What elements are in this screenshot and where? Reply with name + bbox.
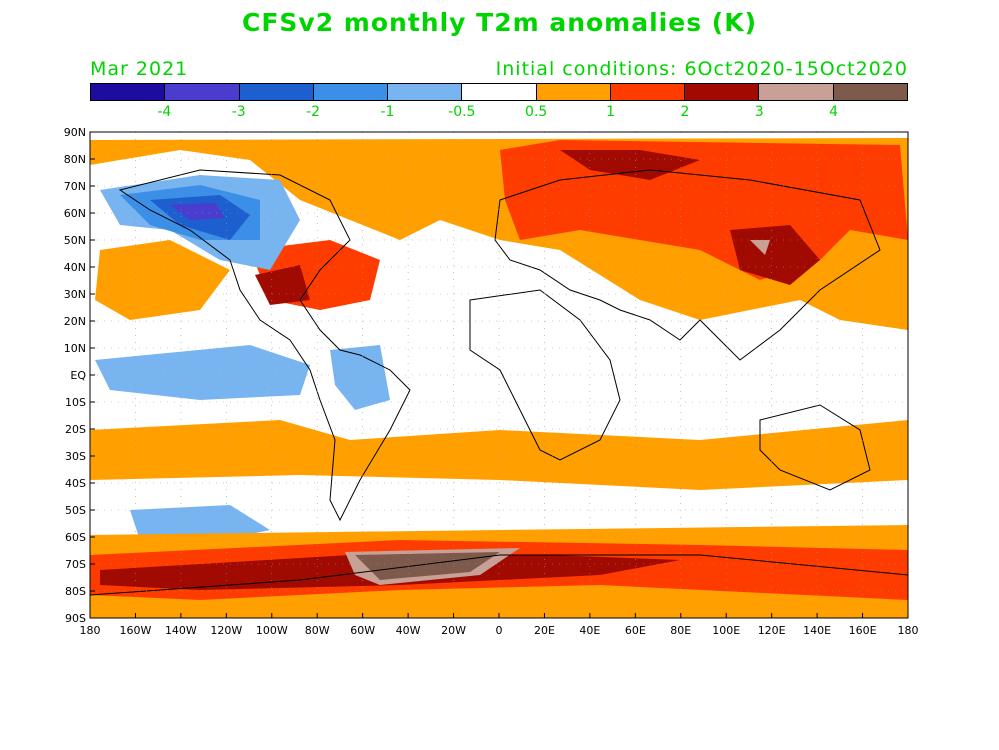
longitude-axis: 180 160W 140W 120W 100W 80W 60W 40W 20W 0 20E 40E 60…	[80, 613, 919, 637]
longitude-tick-label: 80W	[305, 624, 330, 637]
longitude-tick-label: 180	[898, 624, 919, 637]
americas-coast	[118, 169, 411, 522]
very-warm-arctic-russia	[560, 150, 700, 180]
colorbar-swatch	[610, 84, 686, 100]
colorbar-tick-label: 1	[606, 104, 615, 120]
latitude-tick-label: 90N	[64, 126, 86, 139]
longitude-tick-label: 40E	[579, 624, 600, 637]
colorbar	[90, 83, 908, 101]
colorbar-tick-label: -4	[157, 104, 172, 120]
africa-coast	[469, 289, 621, 461]
valid-month-label: Mar 2021	[90, 58, 189, 80]
longitude-tick-label: 140E	[803, 624, 831, 637]
longitude-tick-label: 180	[80, 624, 101, 637]
colorbar-swatch	[685, 84, 760, 100]
latitude-tick-label: 20N	[64, 315, 86, 328]
longitude-tick-label: 60W	[350, 624, 375, 637]
latitude-tick-label: 70S	[65, 558, 86, 571]
colorbar-swatch	[462, 84, 537, 100]
initial-conditions-label: Initial conditions: 6Oct2020-15Oct2020	[495, 58, 908, 80]
latitude-tick-label: EQ	[70, 369, 86, 382]
warm-southern-midlatitudes	[90, 420, 908, 490]
colorbar-swatch	[536, 84, 611, 100]
coastlines	[90, 169, 908, 596]
colorbar-swatch	[239, 84, 314, 100]
longitude-tick-label: 60E	[625, 624, 646, 637]
colorbar-swatch	[388, 84, 463, 100]
longitude-tick-label: 160W	[120, 624, 152, 637]
colorbar-swatch	[833, 84, 907, 100]
colorbar-tick-label: -1	[380, 104, 395, 120]
longitude-tick-label: 160E	[849, 624, 877, 637]
longitude-tick-label: 140W	[165, 624, 197, 637]
longitude-tick-label: 80E	[670, 624, 691, 637]
latitude-tick-label: 10S	[65, 396, 86, 409]
latitude-tick-label: 70N	[64, 180, 86, 193]
longitude-tick-label: 20E	[534, 624, 555, 637]
longitude-tick-label: 20W	[441, 624, 466, 637]
warm-east-pacific	[95, 240, 230, 320]
extreme-warm-asia	[750, 240, 770, 255]
colorbar-swatch	[91, 84, 166, 100]
latitude-tick-label: 90S	[65, 612, 86, 625]
latitude-tick-label: 80N	[64, 153, 86, 166]
longitude-tick-label: 40W	[396, 624, 421, 637]
longitude-tick-label: 120E	[758, 624, 786, 637]
eurasia-coast	[494, 169, 881, 361]
longitude-tick-label: 120W	[210, 624, 242, 637]
latitude-tick-label: 60N	[64, 207, 86, 220]
latitude-tick-label: 10N	[64, 342, 86, 355]
colorbar-swatch	[759, 84, 834, 100]
latitude-tick-label: 60S	[65, 531, 86, 544]
colorbar-tick-label: 2	[680, 104, 690, 120]
latitude-tick-label: 50S	[65, 504, 86, 517]
colorbar-swatch	[165, 84, 240, 100]
latitude-tick-label: 30S	[65, 450, 86, 463]
colorbar-tick-label: 4	[829, 104, 839, 120]
maximum-warm-west-antarctica	[355, 552, 500, 580]
very-warm-us-south	[255, 265, 310, 305]
cool-south-america	[330, 345, 390, 410]
latitude-tick-label: 30N	[64, 288, 86, 301]
cool-tropical-pacific	[95, 345, 310, 400]
latitude-tick-label: 20S	[65, 423, 86, 436]
australia-coast	[759, 404, 871, 491]
antarctica-coast	[90, 554, 908, 596]
longitude-tick-label: 0	[496, 624, 503, 637]
map-title: CFSv2 monthly T2m anomalies (K)	[241, 8, 758, 37]
latitude-tick-label: 80S	[65, 585, 86, 598]
latitude-tick-label: 50N	[64, 234, 86, 247]
colorbar-tick-label: -3	[231, 104, 246, 120]
coldest-canada	[170, 203, 225, 220]
colorbar-tick-label: -0.5	[448, 104, 476, 120]
latitude-tick-label: 40S	[65, 477, 86, 490]
colorbar-swatch	[313, 84, 389, 100]
colorbar-tick-label: 0.5	[525, 104, 548, 120]
latitude-tick-label: 40N	[64, 261, 86, 274]
colorbar-tick-label: 3	[754, 104, 764, 120]
latitude-axis: 90N 80N 70N 60N 50N 40N 30N 20N 10N EQ 10S 20S 30S 40…	[64, 126, 95, 625]
longitude-tick-label: 100W	[256, 624, 288, 637]
colorbar-tick-label: -2	[306, 104, 321, 120]
longitude-tick-label: 100E	[712, 624, 740, 637]
